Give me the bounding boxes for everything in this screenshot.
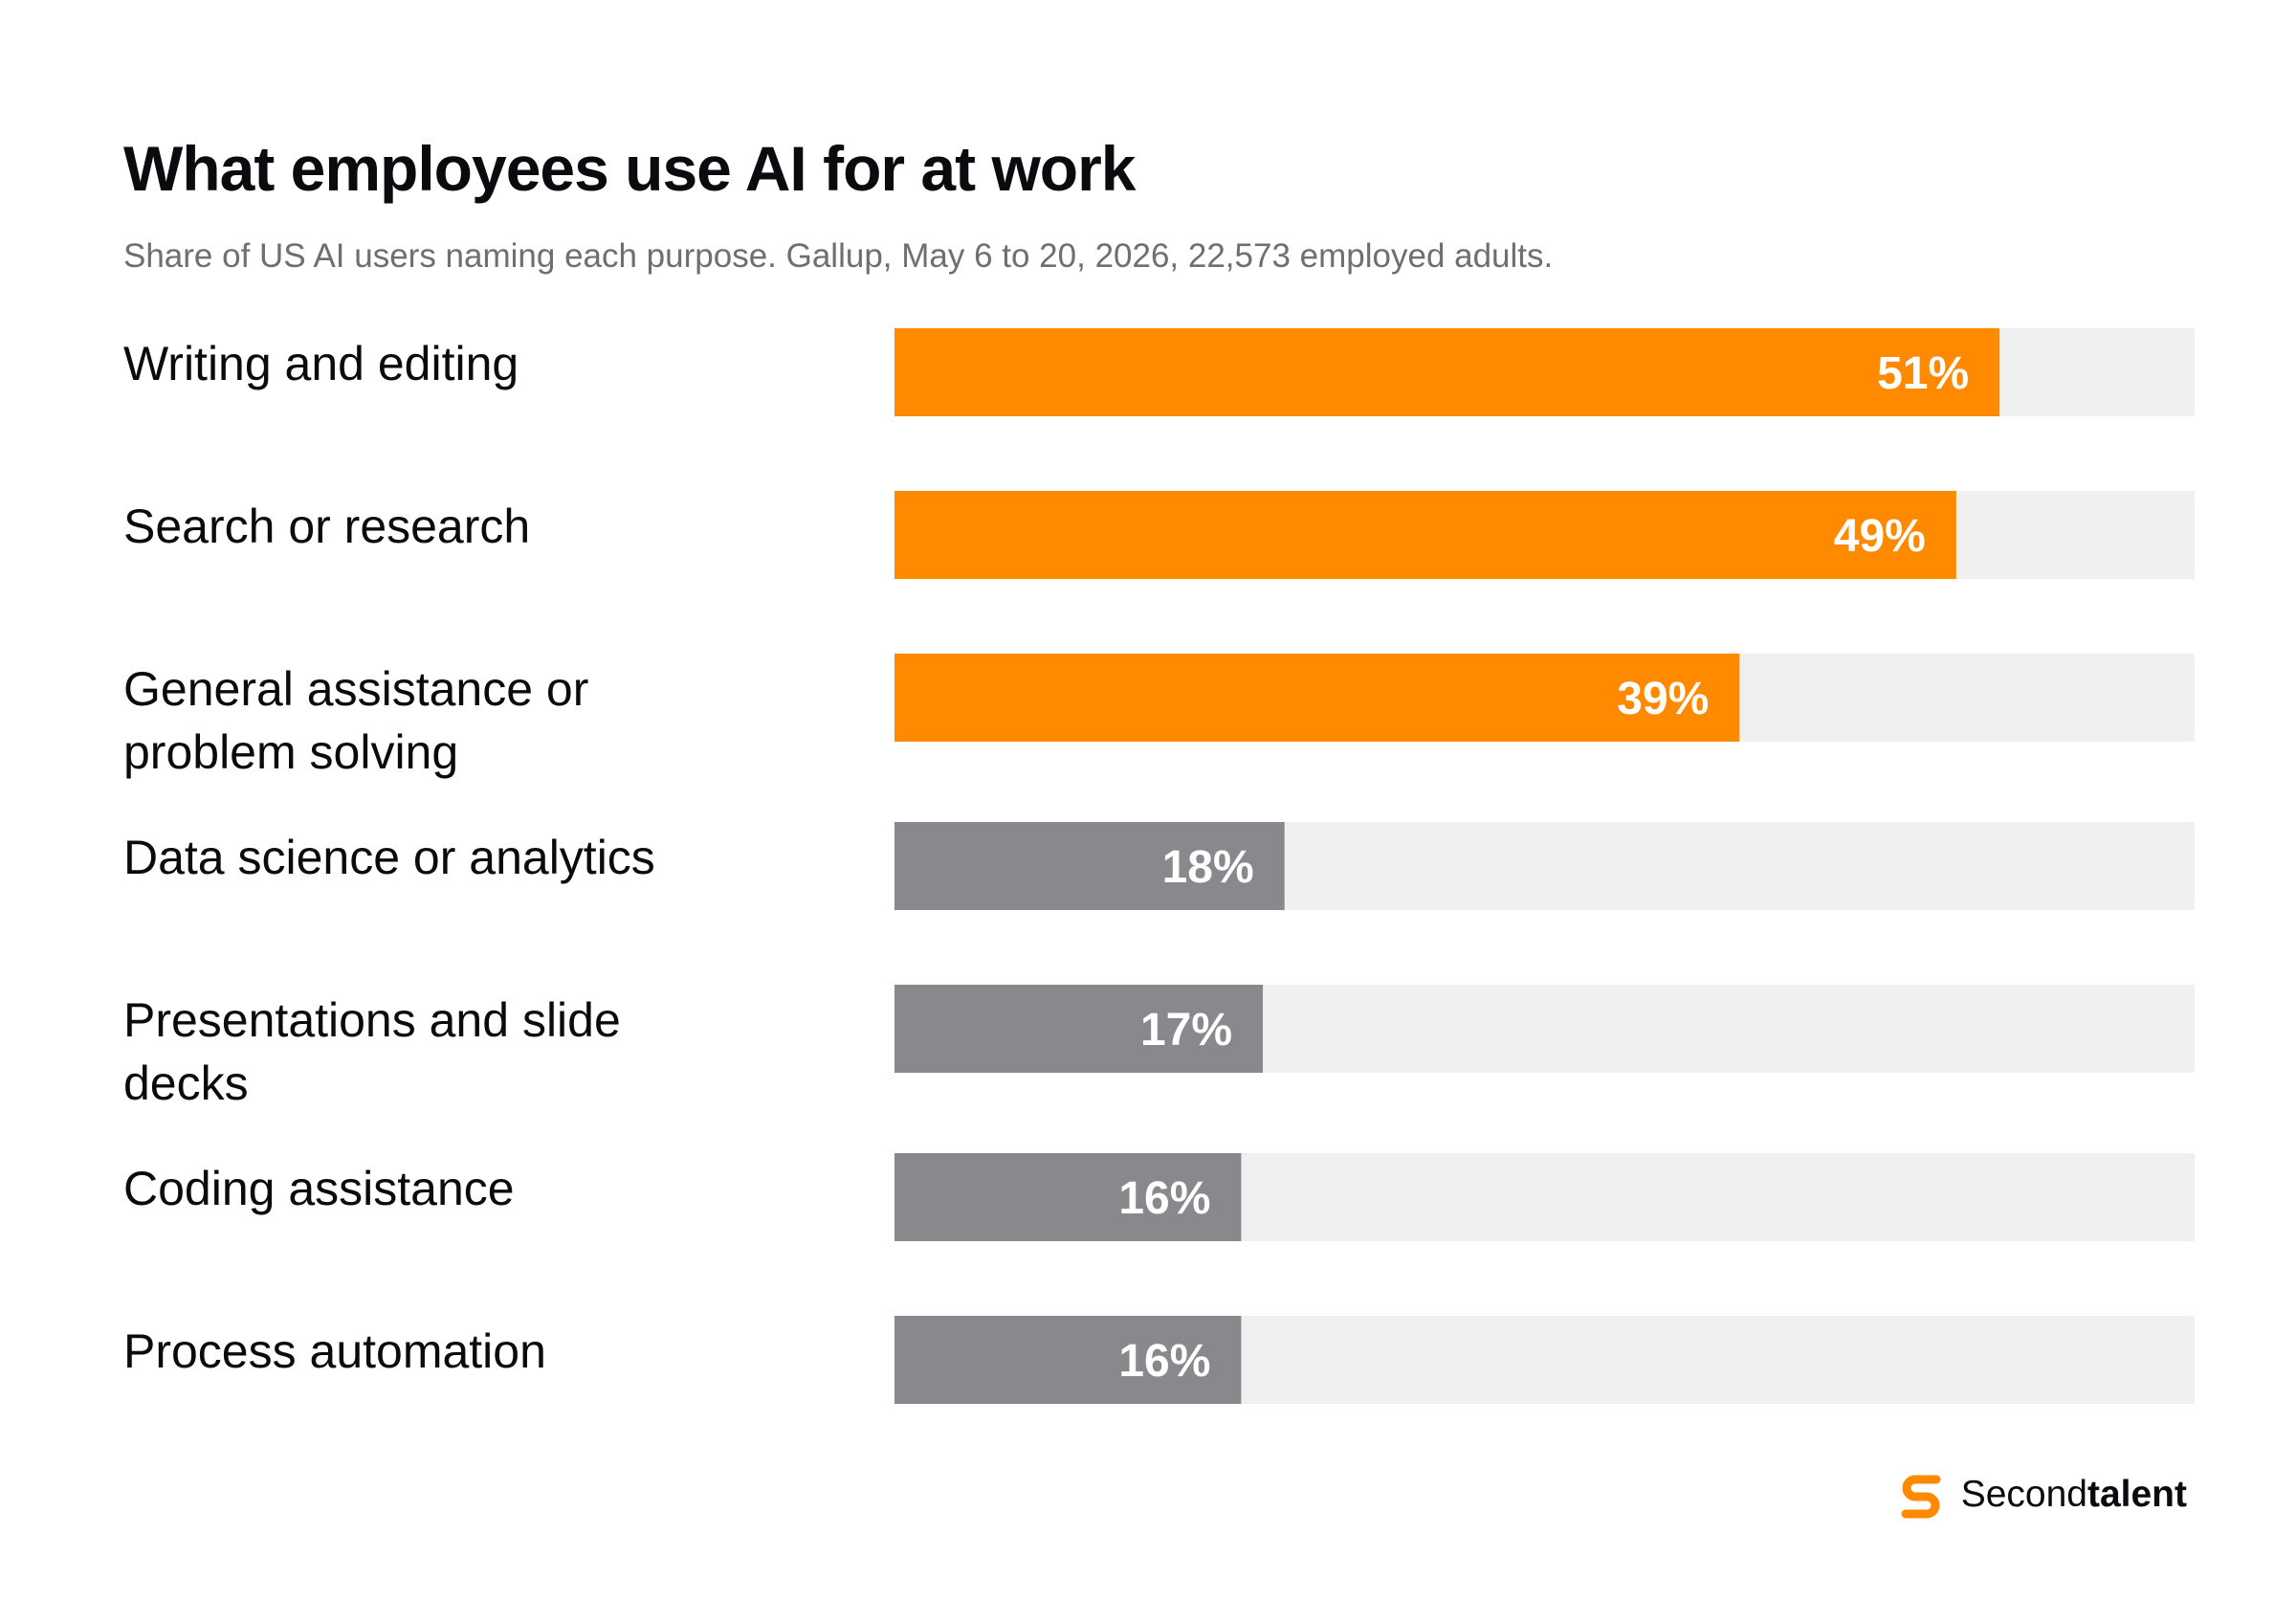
category-label-line: decks (123, 1056, 249, 1110)
category-label: General assistance or problem solving (123, 662, 588, 779)
category-label: Coding assistance (123, 1162, 515, 1215)
bar-value-label: 16% (1118, 1173, 1210, 1224)
category-label-line: Presentations and slide (123, 993, 621, 1047)
bar-value-label: 51% (1877, 348, 1969, 399)
bar-value-label: 18% (1162, 842, 1254, 893)
category-label: Process automation (123, 1324, 546, 1378)
category-label-line: Search or research (123, 500, 530, 553)
category-label: Data science or analytics (123, 831, 655, 884)
bar (894, 328, 2000, 416)
category-label: Presentations and slide decks (123, 993, 621, 1110)
bar (894, 985, 1264, 1073)
category-label-line: Coding assistance (123, 1162, 515, 1215)
brand-name-regular: Second (1960, 1474, 2087, 1515)
bar-value-label: 17% (1140, 1005, 1232, 1056)
bar (894, 1316, 1242, 1404)
chart-subtitle: Share of US AI users naming each purpose… (123, 237, 1554, 275)
category-label: Writing and editing (123, 337, 519, 390)
brand-name: Secondtalent (1961, 1474, 2187, 1516)
brand-logo: Secondtalent (1894, 1466, 2187, 1523)
bar-value-label: 16% (1118, 1336, 1210, 1387)
bar (894, 1153, 1242, 1241)
category-label-line: General assistance or (123, 662, 588, 716)
bar-value-label: 39% (1617, 674, 1709, 724)
chart-title: What employees use AI for at work (123, 133, 1136, 204)
category-label-line: Data science or analytics (123, 831, 655, 884)
category-label-line: problem solving (123, 725, 458, 779)
secondtalent-logo-icon (1901, 1475, 1941, 1519)
bar (894, 491, 1956, 579)
bar (894, 654, 1740, 742)
category-label-line: Writing and editing (123, 337, 519, 390)
bar (894, 822, 1285, 910)
bar-value-label: 49% (1834, 511, 1926, 562)
category-label-line: Process automation (123, 1324, 546, 1378)
brand-name-bold: talent (2086, 1474, 2187, 1515)
category-label: Search or research (123, 500, 530, 553)
